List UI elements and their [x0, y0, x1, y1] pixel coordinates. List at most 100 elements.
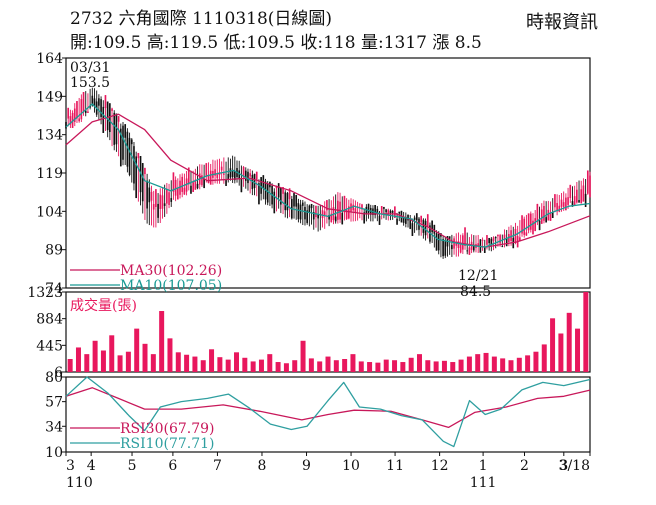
candle-down: [385, 209, 387, 213]
candle-up: [117, 116, 120, 122]
x-axis-month-label: 10: [342, 458, 360, 474]
candle-up: [532, 220, 534, 235]
candle-down: [146, 180, 148, 209]
candle-up: [220, 166, 223, 171]
volume-bar: [575, 328, 581, 372]
volume-bar: [192, 356, 198, 372]
volume-bar: [117, 355, 123, 372]
candle-down: [312, 211, 315, 220]
candle-down: [133, 146, 135, 184]
candle-down: [374, 204, 376, 216]
volume-bar: [475, 354, 481, 372]
candle-down: [203, 178, 205, 189]
volume-bar: [433, 361, 439, 372]
candle-down: [93, 98, 96, 107]
x-axis-month-label: 1: [479, 458, 488, 474]
candle-up: [223, 173, 225, 175]
volume-bar: [483, 352, 489, 372]
candle-down: [231, 170, 234, 178]
candle-up: [481, 239, 484, 241]
candle-down: [409, 219, 412, 229]
candle-up: [82, 92, 85, 112]
candle-up: [155, 189, 157, 207]
candle-down: [365, 206, 368, 215]
candle-down: [141, 163, 144, 202]
candle-up: [560, 199, 563, 207]
volume-title: 成交量(張): [70, 297, 137, 314]
candle-up: [468, 247, 471, 255]
candle-up: [361, 204, 363, 210]
candle-down: [225, 179, 227, 186]
candle-up: [554, 194, 556, 208]
volume-bar: [392, 360, 398, 372]
candle-down: [505, 237, 508, 247]
candle-up: [503, 234, 506, 240]
candle-up: [214, 169, 216, 176]
candle-down: [538, 220, 541, 231]
volume-bar: [234, 352, 240, 372]
volume-bar: [167, 338, 173, 372]
candle-down: [260, 177, 262, 194]
candle-down: [501, 246, 504, 248]
candle-up: [174, 179, 177, 196]
volume-axis-tick-label: 1323: [27, 285, 63, 301]
price-axis-tick-label: 89: [45, 243, 63, 259]
volume-bar: [458, 359, 464, 372]
candle-down: [135, 156, 137, 199]
volume-bar: [375, 362, 381, 372]
candle-down: [389, 210, 392, 214]
x-axis-month-label: 6: [168, 458, 177, 474]
candle-up: [492, 237, 495, 242]
candle-up: [556, 203, 558, 212]
x-axis-month-label: 8: [258, 458, 267, 474]
volume-bar: [367, 362, 373, 372]
candle-up: [104, 95, 107, 109]
candle-down: [284, 192, 287, 211]
candle-up: [573, 196, 576, 206]
candle-down: [100, 99, 102, 117]
candle-down: [238, 170, 241, 180]
candle-up: [187, 167, 190, 185]
candle-down: [126, 131, 129, 167]
candle-up: [589, 175, 591, 198]
candle-up: [459, 244, 462, 253]
high-annotation-date: 03/31: [70, 60, 110, 76]
candle-up: [453, 238, 455, 249]
candle-up: [569, 184, 572, 199]
volume-bar: [558, 333, 564, 372]
x-axis-month-label: 4: [87, 458, 96, 474]
volume-bar: [350, 354, 356, 372]
candle-up: [352, 204, 355, 211]
candle-up: [525, 232, 528, 236]
x-axis-month-label: 5: [128, 458, 137, 474]
ma30-line: [65, 113, 591, 248]
volume-bar: [225, 359, 231, 372]
candle-down: [422, 219, 425, 233]
volume-bar: [450, 362, 456, 372]
candle-up: [282, 187, 284, 194]
candle-up: [242, 166, 245, 178]
candle-up: [69, 116, 72, 125]
candle-up: [192, 182, 194, 192]
candle-down: [293, 193, 295, 207]
ma10-line: [65, 103, 591, 248]
candle-up: [166, 188, 168, 204]
rsi-axis-tick-label: 80: [45, 370, 63, 386]
candle-down: [119, 128, 122, 167]
candle-down: [317, 214, 319, 219]
candle-up: [457, 241, 460, 249]
candle-down: [244, 170, 247, 181]
candle-up: [558, 205, 561, 212]
candle-up: [275, 186, 278, 189]
candle-down: [113, 112, 116, 145]
candle-down: [229, 168, 232, 178]
candle-down: [196, 183, 199, 189]
candle-up: [527, 213, 530, 231]
candle-down: [442, 239, 444, 257]
volume-bar: [100, 350, 106, 372]
volume-bar: [184, 354, 190, 372]
volume-bar: [275, 362, 281, 372]
candle-down: [396, 218, 398, 225]
candle-up: [464, 227, 466, 246]
